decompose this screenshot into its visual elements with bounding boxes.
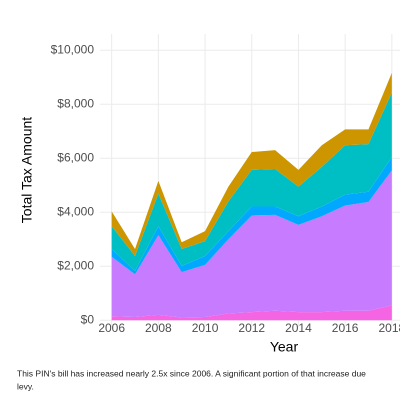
area	[111, 72, 392, 256]
caption-line: This PIN's bill has increased nearly 2.5…	[17, 368, 366, 378]
area	[111, 92, 392, 271]
area	[111, 305, 392, 321]
y-tick-label: $8,000	[57, 96, 94, 110]
caption-line: levy.	[17, 381, 34, 391]
x-tick-label: 2012	[238, 321, 265, 335]
x-tick-label: 2016	[332, 321, 359, 335]
x-tick-label: 2018	[378, 321, 400, 335]
y-tick-label: $4,000	[57, 204, 94, 218]
x-tick-label: 2010	[192, 321, 219, 335]
x-tick-label: 2008	[145, 321, 172, 335]
y-tick-label: $10,000	[51, 42, 95, 56]
x-tick-label: 2006	[98, 321, 125, 335]
x-axis-title: Year	[270, 339, 299, 355]
y-tick-label: $0	[81, 312, 95, 326]
y-tick-label: $6,000	[57, 150, 94, 164]
x-tick-label: 2014	[285, 321, 312, 335]
y-tick-label: $2,000	[57, 258, 94, 272]
area	[111, 170, 392, 318]
y-axis-title: Total Tax Amount	[19, 117, 35, 223]
area	[111, 157, 392, 275]
